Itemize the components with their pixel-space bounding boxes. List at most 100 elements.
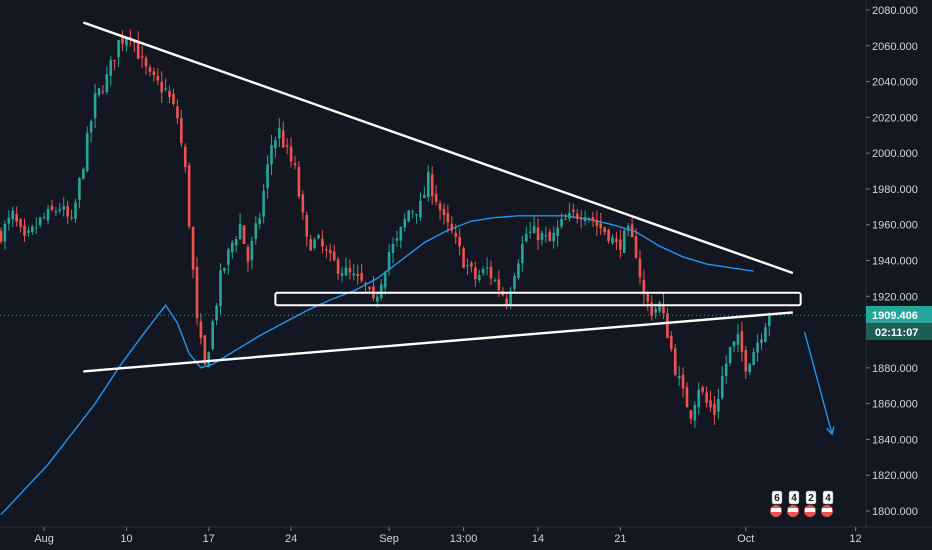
moving-average-layer bbox=[0, 215, 754, 516]
x-tick-label: Aug bbox=[34, 533, 54, 545]
candle-body-down bbox=[446, 212, 450, 223]
candle-body-up bbox=[528, 231, 532, 233]
candle-body-down bbox=[176, 106, 179, 119]
candle-body-down bbox=[360, 273, 363, 281]
y-axis[interactable]: 1800.000 1820.000 1840.000 1860.000 1880.000… bbox=[866, 5, 918, 518]
candle-body-down bbox=[160, 81, 164, 93]
candle-body-down bbox=[101, 91, 105, 93]
candle-body-up bbox=[423, 194, 426, 198]
candle-body-up bbox=[411, 211, 414, 213]
candle-body-down bbox=[172, 93, 175, 105]
candle-body-down bbox=[148, 67, 152, 72]
candle-body-down bbox=[136, 40, 140, 59]
candle-body-down bbox=[619, 239, 622, 250]
candle-body-up bbox=[752, 352, 755, 366]
candle-body-up bbox=[42, 217, 46, 219]
candle-body-up bbox=[234, 238, 238, 246]
candle-body-up bbox=[540, 233, 544, 240]
candle-body-up bbox=[379, 284, 383, 298]
candle-body-down bbox=[113, 59, 116, 61]
candle-body-up bbox=[215, 305, 218, 321]
candle-body-down bbox=[548, 231, 552, 242]
candle-body-up bbox=[383, 272, 387, 288]
candle-body-up bbox=[27, 230, 30, 233]
candle-body-down bbox=[325, 249, 328, 251]
candle-body-down bbox=[536, 227, 540, 241]
x-tick-label: 24 bbox=[285, 533, 297, 545]
event-count-box bbox=[822, 490, 834, 505]
candle-body-up bbox=[117, 40, 120, 58]
y-tick-label: 1980.000 bbox=[872, 184, 918, 196]
candle-body-down bbox=[497, 279, 501, 291]
candle-body-down bbox=[328, 250, 332, 254]
candle-body-down bbox=[140, 56, 144, 58]
candle-body-up bbox=[3, 224, 7, 242]
y-tick-label: 2000.000 bbox=[872, 148, 918, 160]
candle-body-down bbox=[121, 36, 124, 44]
moving-average-line bbox=[0, 215, 754, 516]
candle-body-down bbox=[442, 208, 446, 216]
candle-body-up bbox=[105, 74, 109, 93]
candle-body-up bbox=[223, 268, 226, 272]
candle-body-down bbox=[454, 232, 458, 237]
y-tick-label: 2040.000 bbox=[872, 77, 918, 89]
candle-body-down bbox=[470, 262, 473, 267]
candle-body-up bbox=[250, 241, 254, 261]
candle-body-up bbox=[419, 200, 422, 218]
event-count-label: 6 bbox=[774, 493, 780, 504]
candle-body-down bbox=[191, 227, 195, 270]
candle-body-up bbox=[658, 302, 661, 312]
candle-body-down bbox=[23, 225, 26, 236]
candle-body-up bbox=[583, 217, 587, 221]
candle-body-down bbox=[281, 130, 285, 148]
candle-body-down bbox=[152, 71, 156, 75]
candle-body-up bbox=[270, 145, 273, 165]
candle-body-up bbox=[54, 211, 58, 213]
candle-body-up bbox=[532, 226, 536, 234]
candle-body-up bbox=[344, 267, 348, 276]
event-flag-stripe bbox=[822, 508, 832, 512]
candle-body-up bbox=[481, 269, 485, 274]
candle-body-down bbox=[744, 350, 748, 372]
candle-body-up bbox=[34, 227, 38, 229]
candle-body-up bbox=[274, 140, 277, 149]
candle-body-down bbox=[705, 392, 708, 403]
event-flag-stripe bbox=[805, 508, 815, 512]
candle-body-down bbox=[180, 118, 183, 144]
candle-body-up bbox=[391, 243, 395, 253]
x-tick-label: Sep bbox=[379, 533, 399, 545]
candle-body-up bbox=[756, 342, 759, 353]
event-count-label: 2 bbox=[808, 493, 814, 504]
candle-body-up bbox=[254, 223, 258, 239]
candle-body-down bbox=[132, 42, 136, 44]
candle-body-up bbox=[485, 267, 489, 269]
candle-body-down bbox=[650, 302, 654, 317]
candle-body-up bbox=[262, 190, 265, 217]
candle-body-down bbox=[301, 194, 305, 213]
event-count-label: 4 bbox=[825, 493, 831, 504]
x-tick-label: 17 bbox=[203, 533, 215, 545]
x-tick-label: 21 bbox=[614, 533, 626, 545]
candle-body-down bbox=[607, 229, 610, 242]
candle-body-up bbox=[693, 405, 697, 421]
countdown-label: 02:11:07 bbox=[875, 327, 918, 339]
candle-body-up bbox=[258, 218, 262, 224]
candle-body-up bbox=[732, 341, 736, 347]
candle-body-down bbox=[242, 225, 246, 245]
candle-body-up bbox=[493, 280, 497, 282]
x-tick-label: 12 bbox=[849, 533, 861, 545]
x-axis[interactable]: Aug 10 17 24 Sep 13:00 14 21 Oct 12 bbox=[34, 527, 862, 545]
candle-body-down bbox=[630, 224, 634, 238]
candle-body-down bbox=[195, 266, 199, 318]
candle-body-down bbox=[603, 227, 606, 233]
candle-body-down bbox=[740, 331, 744, 352]
candle-body-up bbox=[11, 210, 15, 220]
candle-body-down bbox=[156, 76, 160, 81]
projection-arrow bbox=[803, 331, 833, 435]
candle-body-up bbox=[717, 398, 720, 412]
candle-body-up bbox=[399, 226, 403, 241]
candle-body-up bbox=[697, 389, 701, 408]
candle-body-down bbox=[462, 248, 465, 268]
